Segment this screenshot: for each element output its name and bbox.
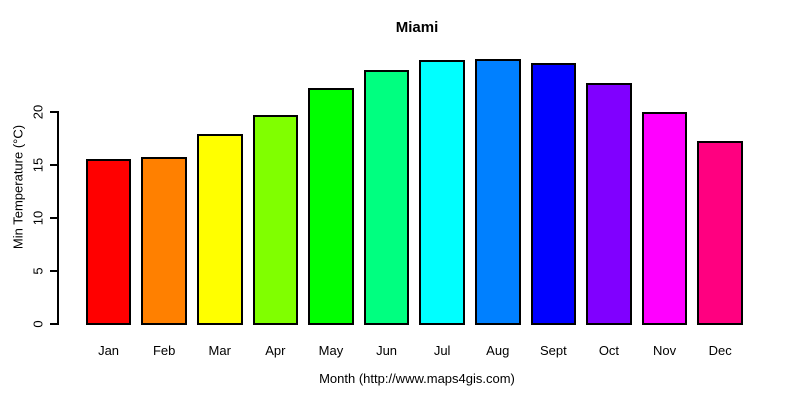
bar-aug — [475, 58, 521, 325]
y-tick-mark — [50, 163, 57, 166]
y-axis-line — [57, 110, 59, 325]
y-tick-label: 15 — [30, 157, 46, 172]
x-tick-label-jan: Jan — [98, 343, 120, 358]
chart-title: Miami — [395, 19, 439, 36]
x-tick-label-jul: Jul — [433, 343, 451, 358]
x-axis-title: Month (http://www.maps4gis.com) — [319, 371, 515, 386]
x-tick-label-sept: Sept — [539, 343, 567, 358]
bar-dec — [697, 141, 743, 325]
y-tick-label: 0 — [30, 320, 46, 328]
bar-jul — [419, 59, 465, 325]
bar-nov — [641, 111, 688, 325]
bar-oct — [586, 82, 632, 325]
x-tick-label-oct: Oct — [598, 343, 620, 358]
y-tick-mark — [50, 269, 57, 272]
x-tick-label-may: May — [318, 343, 344, 358]
bar-mar — [197, 133, 243, 325]
bar-sept — [530, 62, 577, 325]
x-tick-label-apr: Apr — [265, 343, 286, 358]
y-tick-mark — [50, 216, 57, 219]
y-tick-label: 5 — [30, 267, 46, 275]
bar-apr — [252, 114, 299, 325]
bar-feb — [141, 157, 187, 325]
y-axis-title: Min Temperature (°C) — [10, 124, 26, 250]
x-tick-label-jun: Jun — [376, 343, 398, 358]
x-tick-label-aug: Aug — [486, 343, 510, 358]
y-tick-mark — [50, 110, 57, 113]
y-tick-mark — [50, 323, 57, 325]
x-tick-label-nov: Nov — [652, 343, 677, 358]
y-tick-label: 10 — [30, 210, 46, 226]
bar-may — [308, 88, 354, 325]
bar-jan — [85, 159, 132, 325]
x-tick-label-feb: Feb — [152, 343, 176, 358]
x-tick-label-mar: Mar — [208, 343, 231, 358]
y-tick-label: 20 — [30, 104, 46, 119]
bar-jun — [363, 70, 410, 325]
x-tick-label-dec: Dec — [708, 343, 732, 358]
